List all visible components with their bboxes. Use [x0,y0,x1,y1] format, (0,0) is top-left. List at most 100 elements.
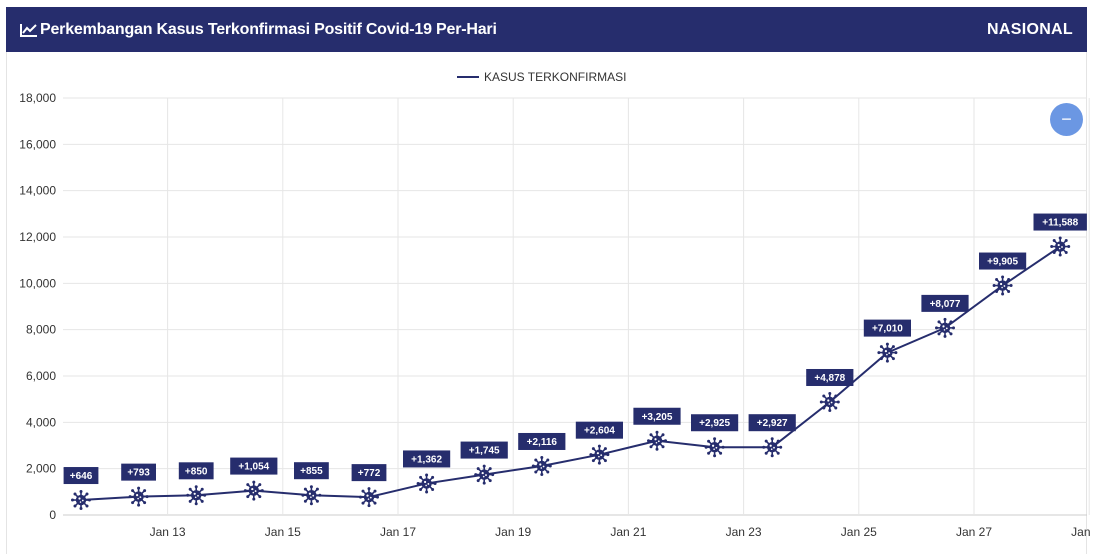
virus-icon[interactable] [1050,236,1071,257]
data-label-text: +11,588 [1042,218,1078,229]
data-label-text: +2,927 [757,418,788,429]
virus-icon[interactable] [474,464,495,485]
chart-area [6,52,1087,554]
data-label-text: +2,925 [699,418,730,429]
data-label-text: +850 [185,466,208,477]
data-label: +793 [121,463,156,481]
header-title-group: Perkembangan Kasus Terkonfirmasi Positif… [20,7,497,52]
data-label: +9,905 [979,252,1027,270]
data-label-text: +8,077 [930,299,961,310]
virus-icon[interactable] [935,317,955,338]
scope-label: NASIONAL [987,20,1073,38]
y-tick-label: 10,000 [19,276,56,290]
y-tick-label: 0 [49,508,56,522]
series-line-group [80,245,1061,502]
data-label-box [1033,213,1087,231]
y-tick-label: 8,000 [26,323,56,337]
data-label: +1,054 [230,457,278,475]
data-label-box [518,432,566,450]
series-line [80,245,1061,502]
data-label: +2,604 [575,421,623,439]
y-tick-label: 18,000 [19,91,56,105]
data-label-box [178,462,214,480]
data-label: +2,116 [518,432,566,450]
data-label: +855 [294,462,329,480]
data-label-text: +1,745 [469,446,500,457]
data-label: +772 [351,464,387,482]
data-label-group: +646 +793 +850 +1,054 +855 +772 +1,362 +1,745 +2… [63,213,1087,485]
zoom-out-button[interactable]: − [1050,103,1083,136]
data-label-box [575,421,623,439]
y-tick-label: 16,000 [19,137,56,151]
data-label-text: +1,054 [238,462,269,473]
y-tick-label: 6,000 [26,369,56,383]
data-label: +1,362 [403,450,451,468]
x-tick-label: Jan 21 [610,525,646,539]
data-label-box [460,441,508,459]
data-label-box [294,462,329,480]
data-label-box [121,463,156,481]
virus-icon[interactable] [301,485,322,506]
virus-icon[interactable] [992,275,1013,296]
data-label: +2,925 [691,414,739,432]
x-tick-label: Jan 29 [1071,525,1094,539]
legend-label: KASUS TERKONFIRMASI [484,70,627,84]
data-label: +7,010 [863,319,911,337]
virus-icon[interactable] [647,430,667,451]
x-tick-label: Jan 19 [495,525,531,539]
data-label-box [403,450,451,468]
y-tick-label: 4,000 [26,415,56,429]
y-tick-label: 2,000 [26,462,56,476]
data-label-box [351,464,387,482]
data-label: +646 [63,467,99,485]
virus-icon[interactable] [819,391,840,412]
y-tick-label: 12,000 [19,230,56,244]
data-label-text: +793 [127,468,150,479]
data-label-box [863,319,911,337]
data-label-box [748,414,796,432]
data-label-text: +9,905 [987,257,1018,268]
chart-header: Perkembangan Kasus Terkonfirmasi Positif… [6,7,1087,52]
virus-icon[interactable] [186,485,207,506]
data-label-box [806,368,854,386]
data-label: +11,588 [1033,213,1087,231]
virus-icon[interactable] [128,486,149,507]
data-label-text: +7,010 [872,324,903,335]
data-label-text: +4,878 [814,373,845,384]
data-label-box [921,294,969,312]
data-label: +2,927 [748,414,796,432]
x-tick-label: Jan 13 [150,525,186,539]
data-label-text: +3,205 [642,412,673,423]
data-label: +4,878 [806,368,854,386]
y-tick-label: 14,000 [19,184,56,198]
x-tick-label: Jan 23 [726,525,762,539]
chart-title: Perkembangan Kasus Terkonfirmasi Positif… [40,20,497,38]
data-label-box [230,457,278,475]
data-label-box [691,414,739,432]
virus-icon[interactable] [243,480,264,501]
data-label-box [979,252,1027,270]
data-label-text: +772 [358,468,381,479]
virus-icon[interactable] [589,444,610,465]
virus-icon[interactable] [71,490,91,511]
data-label: +1,745 [460,441,508,459]
x-tick-label: Jan 27 [956,525,992,539]
data-label-text: +1,362 [411,454,442,465]
data-label: +8,077 [921,294,969,312]
data-label-text: +855 [300,466,323,477]
y-axis-ticks: 0 2,000 4,000 6,000 8,000 10,000 12,000 14,000 1… [19,91,56,522]
legend-item-kasus-terkonfirmasi[interactable]: KASUS TERKONFIRMASI [457,70,626,84]
virus-icon[interactable] [531,455,552,476]
legend-swatch [457,76,479,78]
virus-icon[interactable] [416,473,437,494]
virus-icon[interactable] [704,437,725,458]
virus-icon[interactable] [359,487,379,508]
virus-icon[interactable] [877,342,898,363]
data-label-box [63,467,99,485]
data-label-box [633,407,681,425]
x-tick-label: Jan 15 [265,525,301,539]
virus-icon[interactable] [762,437,783,458]
x-axis-ticks: Jan 13 Jan 15 Jan 17 Jan 19 Jan 21 Jan 23 Jan … [150,525,1094,539]
x-tick-label: Jan 25 [841,525,877,539]
